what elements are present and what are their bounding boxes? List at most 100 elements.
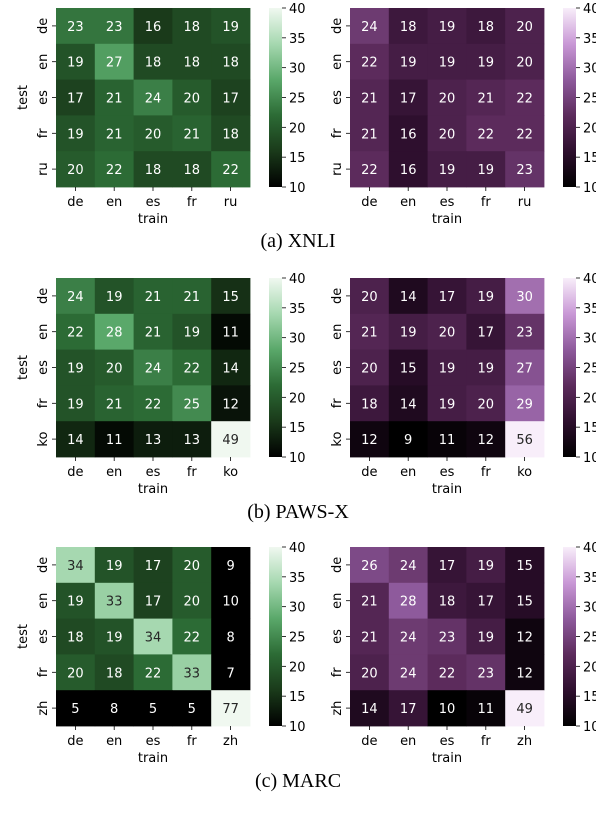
cell-value-label: 18 <box>478 20 495 35</box>
heatmap-cell <box>211 421 251 458</box>
cell-value-label: 15 <box>516 595 533 610</box>
cell-value-label: 18 <box>145 56 162 71</box>
heatmap-cell <box>466 8 506 45</box>
cell-value-label: 19 <box>439 163 456 178</box>
cell-value-label: 10 <box>439 702 456 717</box>
heatmap-cell <box>211 385 251 422</box>
heatmap-cell <box>133 43 173 80</box>
heatmap-cell <box>211 654 251 691</box>
heatmap-cell <box>94 278 134 315</box>
colorbar-tick-label: 10 <box>583 720 596 735</box>
cell-value-label: 19 <box>439 397 456 412</box>
heatmap-cell <box>350 654 390 691</box>
heatmap-cell <box>388 385 428 422</box>
heatmap-cell <box>172 582 212 619</box>
heatmap-cell <box>94 654 134 691</box>
heatmap-cell <box>505 79 545 116</box>
y-tick-label: ko <box>36 432 51 447</box>
heatmap-cell <box>350 313 390 350</box>
cell-value-label: 20 <box>184 595 201 610</box>
cell-value-label: 21 <box>361 92 378 107</box>
y-tick-label: ko <box>330 432 345 447</box>
cell-value-label: 8 <box>110 702 118 717</box>
cell-value-label: 21 <box>106 127 123 142</box>
heatmap-cell <box>56 151 96 188</box>
y-tick-label: en <box>330 324 345 340</box>
cell-value-label: 19 <box>439 20 456 35</box>
heatmap-cell <box>505 43 545 80</box>
y-tick-label: fr <box>330 398 345 409</box>
heatmap-cell <box>388 151 428 188</box>
cell-value-label: 17 <box>145 559 162 574</box>
cell-value-label: 19 <box>67 362 84 377</box>
heatmap-cell <box>427 690 467 727</box>
cell-value-label: 22 <box>361 163 378 178</box>
x-tick-label: en <box>106 734 122 749</box>
cell-value-label: 19 <box>400 326 417 341</box>
cell-value-label: 22 <box>145 397 162 412</box>
colorbar <box>269 278 282 457</box>
cell-value-label: 20 <box>516 56 533 71</box>
colorbar-tick-label: 20 <box>289 660 306 675</box>
heatmap-cell <box>466 43 506 80</box>
x-tick-label: en <box>400 465 416 480</box>
y-tick-label: es <box>330 90 345 105</box>
cell-value-label: 22 <box>145 666 162 681</box>
cell-value-label: 15 <box>516 559 533 574</box>
cell-value-label: 20 <box>361 362 378 377</box>
cell-value-label: 20 <box>439 92 456 107</box>
y-tick-label: es <box>330 360 345 375</box>
x-axis-label: train <box>432 212 462 227</box>
colorbar <box>563 8 576 187</box>
colorbar-tick-label: 20 <box>583 660 596 675</box>
heatmap-cell <box>94 151 134 188</box>
cell-value-label: 20 <box>145 127 162 142</box>
heatmap-cell <box>133 385 173 422</box>
x-tick-label: fr <box>481 734 492 749</box>
colorbar-tick-label: 20 <box>289 121 306 136</box>
heatmap-cell <box>172 151 212 188</box>
x-tick-label: zh <box>517 734 532 749</box>
x-tick-label: en <box>106 465 122 480</box>
cell-value-label: 26 <box>361 559 378 574</box>
cell-value-label: 17 <box>400 702 417 717</box>
heatmap-cell <box>505 278 545 315</box>
heatmap-cell <box>56 618 96 655</box>
colorbar-tick-label: 25 <box>289 92 306 107</box>
caption-xnli: (a) XNLI <box>260 230 336 252</box>
heatmap-cell <box>466 385 506 422</box>
cell-value-label: 13 <box>184 433 201 448</box>
y-tick-label: fr <box>330 667 345 678</box>
cell-value-label: 17 <box>67 92 84 107</box>
heatmap-cell <box>133 654 173 691</box>
colorbar-tick-label: 35 <box>289 571 306 586</box>
heatmap-cell <box>94 115 134 152</box>
x-tick-label: es <box>146 734 161 749</box>
cell-value-label: 27 <box>106 56 123 71</box>
cell-value-label: 19 <box>67 397 84 412</box>
cell-value-label: 23 <box>478 666 495 681</box>
heatmap-cell <box>211 8 251 45</box>
heatmap-cell <box>350 690 390 727</box>
cell-value-label: 22 <box>222 163 239 178</box>
colorbar-tick-label: 40 <box>583 272 596 287</box>
heatmap-cell <box>427 618 467 655</box>
cell-value-label: 22 <box>516 127 533 142</box>
heatmap-cell <box>133 278 173 315</box>
y-tick-label: de <box>36 18 51 34</box>
x-tick-label: fr <box>187 465 198 480</box>
y-tick-label: zh <box>36 701 51 716</box>
y-tick-label: fr <box>36 398 51 409</box>
cell-value-label: 21 <box>361 127 378 142</box>
cell-value-label: 20 <box>184 92 201 107</box>
heatmap-cell <box>172 349 212 386</box>
cell-value-label: 20 <box>516 20 533 35</box>
cell-value-label: 5 <box>188 702 196 717</box>
cell-value-label: 49 <box>516 702 533 717</box>
x-tick-label: fr <box>481 465 492 480</box>
cell-value-label: 12 <box>361 433 378 448</box>
cell-value-label: 17 <box>222 92 239 107</box>
colorbar-tick-label: 25 <box>289 631 306 646</box>
heatmap-cell <box>350 151 390 188</box>
cell-value-label: 20 <box>106 362 123 377</box>
